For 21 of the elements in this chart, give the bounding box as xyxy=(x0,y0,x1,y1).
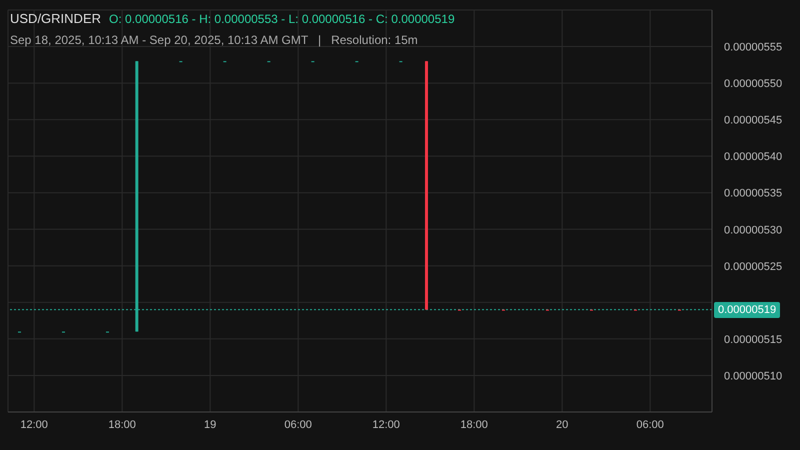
x-tick-label: 18:00 xyxy=(460,418,488,431)
y-tick-label: 0.00000545 xyxy=(724,114,782,127)
y-tick-label: 0.00000515 xyxy=(724,334,782,346)
y-tick-label: 0.00000530 xyxy=(724,224,782,236)
y-tick-label: 0.00000535 xyxy=(724,188,782,200)
annotation: Sep 18, 2025, 10:13 AM - Sep 20, 2025, 10:13 AM GMT | Resolution: 15m xyxy=(10,33,418,47)
ref-line-label: 0.00000519 xyxy=(714,302,780,318)
x-tick-label: 12:00 xyxy=(372,418,400,431)
y-tick-label: 0.00000525 xyxy=(724,260,782,273)
x-tick-label: 06:00 xyxy=(636,418,664,431)
x-tick-label: 20 xyxy=(556,418,568,431)
chart-title: USD/GRINDER xyxy=(10,11,102,26)
x-tick-label: 18:00 xyxy=(108,418,136,431)
y-tick-label: 0.00000550 xyxy=(724,78,782,90)
x-tick-label: 19 xyxy=(204,418,216,431)
y-tick-label: 0.00000540 xyxy=(724,151,782,164)
x-tick-label: 12:00 xyxy=(20,418,48,431)
x-tick-label: 06:00 xyxy=(284,418,312,431)
y-tick-label: 0.00000555 xyxy=(724,42,782,54)
y-tick-label: 0.00000510 xyxy=(724,370,782,382)
chart-subtitle: O: 0.00000516 - H: 0.00000553 - L: 0.00000516 - C: 0.00000519 xyxy=(109,12,455,26)
